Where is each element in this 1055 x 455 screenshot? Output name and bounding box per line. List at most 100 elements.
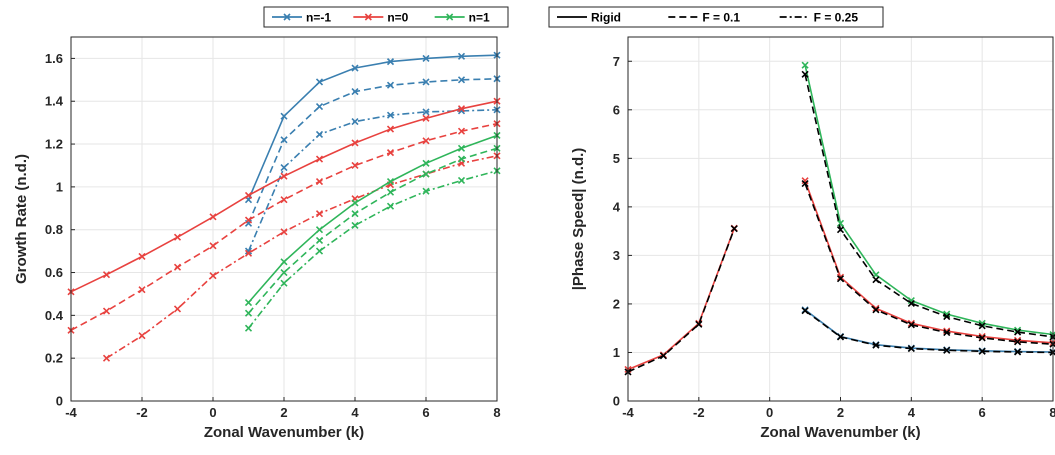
data-point-marker bbox=[102, 354, 111, 362]
data-point-marker bbox=[386, 149, 395, 157]
data-point-marker bbox=[315, 226, 324, 234]
data-point-marker bbox=[244, 249, 253, 257]
data-point-marker bbox=[422, 137, 430, 145]
series-line bbox=[247, 109, 498, 252]
data-point-marker bbox=[1014, 348, 1022, 356]
data-point-marker bbox=[836, 219, 845, 227]
y-tick-label: 1 bbox=[56, 179, 63, 194]
data-point-marker bbox=[422, 170, 430, 178]
data-point-marker bbox=[457, 176, 466, 185]
data-point-marker bbox=[422, 108, 430, 116]
data-point-marker bbox=[457, 105, 466, 113]
data-point-marker bbox=[386, 125, 395, 133]
data-point-marker bbox=[244, 324, 253, 332]
data-point-marker bbox=[872, 341, 880, 349]
phase-speed-legend: Rigid F = 0.1 F = 0.25 bbox=[548, 6, 884, 28]
y-tick-label: 7 bbox=[613, 54, 620, 69]
data-point-marker bbox=[244, 191, 253, 200]
data-point-marker bbox=[386, 188, 395, 196]
y-tick-label: 2 bbox=[613, 296, 620, 311]
data-point-marker bbox=[315, 130, 324, 138]
legend-box bbox=[548, 6, 884, 28]
data-point-marker bbox=[801, 180, 809, 188]
data-point-marker bbox=[280, 268, 288, 277]
y-tick-label: 0.6 bbox=[45, 265, 63, 280]
data-point-marker bbox=[422, 159, 430, 167]
legend-marker-swatch bbox=[283, 13, 291, 21]
series-line bbox=[627, 227, 736, 371]
series-line bbox=[804, 310, 1054, 354]
data-point-marker bbox=[386, 81, 395, 89]
series-line bbox=[247, 78, 498, 224]
data-point-marker bbox=[386, 58, 395, 66]
series-5 bbox=[801, 180, 1055, 348]
data-point-marker bbox=[907, 321, 915, 329]
data-point-marker bbox=[422, 187, 430, 195]
data-point-marker bbox=[659, 352, 667, 360]
data-point-marker bbox=[801, 61, 809, 69]
data-point-marker bbox=[351, 221, 359, 229]
data-point-marker bbox=[801, 70, 809, 78]
legend-marker-swatch bbox=[364, 13, 372, 21]
growth-rate-y-ticks: 0 0.2 0.4 0.6 0.8 1 1.2 1.4 1.6 bbox=[45, 51, 75, 409]
legend-label: Rigid bbox=[591, 11, 621, 25]
y-tick-label: 5 bbox=[613, 151, 620, 166]
data-point-marker bbox=[244, 247, 253, 255]
legend-label: n=1 bbox=[469, 11, 490, 25]
data-point-marker bbox=[386, 177, 395, 186]
data-point-marker bbox=[102, 271, 111, 279]
data-point-marker bbox=[386, 111, 395, 119]
growth-rate-grid bbox=[70, 37, 498, 402]
data-point-marker bbox=[978, 332, 986, 341]
y-tick-label: 0.2 bbox=[45, 351, 63, 366]
x-tick-label: 0 bbox=[766, 405, 773, 420]
series-line bbox=[247, 134, 498, 304]
growth-rate-legend: n=-1 n=0 n=1 bbox=[263, 6, 509, 28]
phase-speed-y-ticks: 0 1 2 3 4 5 6 7 bbox=[613, 54, 632, 409]
growth-rate-x-ticks: -4 -2 0 2 4 6 8 bbox=[65, 397, 501, 420]
x-tick-label: 2 bbox=[837, 405, 844, 420]
data-point-marker bbox=[907, 299, 915, 308]
series-6 bbox=[244, 131, 501, 307]
data-point-marker bbox=[244, 309, 253, 317]
x-tick-label: 2 bbox=[280, 405, 287, 420]
data-point-marker bbox=[978, 347, 986, 355]
series-line bbox=[247, 170, 498, 329]
x-tick-label: -4 bbox=[65, 405, 77, 420]
legend-label: n=-1 bbox=[306, 11, 331, 25]
x-tick-label: 8 bbox=[493, 405, 500, 420]
growth-rate-y-axis-label: Growth Rate (n.d.) bbox=[13, 154, 30, 284]
data-point-marker bbox=[138, 332, 146, 340]
data-point-marker bbox=[351, 64, 359, 72]
y-tick-label: 0 bbox=[56, 394, 63, 409]
y-tick-label: 4 bbox=[613, 199, 621, 214]
phase-speed-grid bbox=[627, 37, 1054, 402]
data-point-marker bbox=[315, 247, 324, 255]
data-point-marker bbox=[836, 275, 845, 283]
data-point-marker bbox=[244, 298, 253, 307]
data-point-marker bbox=[836, 333, 845, 341]
x-tick-label: -2 bbox=[693, 405, 705, 420]
x-tick-label: 6 bbox=[979, 405, 986, 420]
series-8 bbox=[244, 167, 501, 332]
y-tick-label: 0.8 bbox=[45, 222, 63, 237]
data-point-marker bbox=[386, 202, 395, 210]
data-point-marker bbox=[457, 155, 466, 163]
phase-speed-y-axis-label: |Phase Speed| (n.d.) bbox=[570, 148, 587, 291]
data-point-marker bbox=[315, 236, 324, 244]
y-tick-label: 1.2 bbox=[45, 137, 63, 152]
growth-rate-series bbox=[67, 51, 501, 362]
data-point-marker bbox=[1014, 328, 1022, 336]
y-tick-label: 6 bbox=[613, 102, 620, 117]
series-line bbox=[247, 147, 498, 314]
series-3 bbox=[67, 97, 501, 296]
data-point-marker bbox=[315, 210, 324, 218]
data-point-marker bbox=[457, 52, 466, 60]
x-tick-label: -2 bbox=[136, 405, 148, 420]
data-point-marker bbox=[351, 210, 359, 218]
series-0 bbox=[244, 51, 501, 204]
data-point-marker bbox=[907, 345, 915, 353]
data-point-marker bbox=[978, 334, 986, 342]
y-tick-label: 0.4 bbox=[45, 308, 64, 323]
